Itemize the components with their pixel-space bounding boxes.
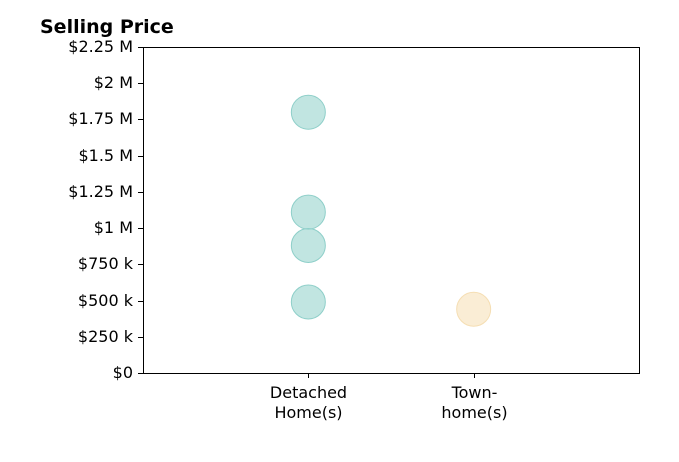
y-tick-label: $1 M bbox=[94, 218, 133, 237]
data-points bbox=[290, 94, 492, 327]
plot-frame bbox=[143, 47, 640, 374]
x-tick-label: Detached Home(s) bbox=[270, 383, 347, 422]
y-axis: $0 $250 k $500 k $750 k $1 M $1.25 M $1.5 M $1.… bbox=[68, 37, 143, 382]
chart-title: Selling Price bbox=[40, 16, 174, 38]
y-tick-label: $2 M bbox=[94, 73, 133, 92]
y-tick-label: $2.25 M bbox=[68, 37, 133, 56]
data-point bbox=[290, 194, 326, 230]
y-tick-label: $250 k bbox=[78, 327, 134, 346]
y-tick-label: $1.5 M bbox=[78, 146, 133, 165]
x-tick-label: Town-home(s) bbox=[441, 383, 507, 422]
x-axis: Detached Home(s) Town-home(s) bbox=[270, 373, 508, 422]
y-tick-label: $0 bbox=[113, 363, 133, 382]
data-point bbox=[290, 284, 326, 320]
data-point bbox=[456, 291, 492, 327]
data-point bbox=[290, 227, 326, 263]
y-tick-label: $1.25 M bbox=[68, 182, 133, 201]
y-tick-label: $1.75 M bbox=[68, 109, 133, 128]
data-point bbox=[290, 94, 326, 130]
y-tick-label: $500 k bbox=[78, 291, 134, 310]
y-tick-label: $750 k bbox=[78, 254, 134, 273]
